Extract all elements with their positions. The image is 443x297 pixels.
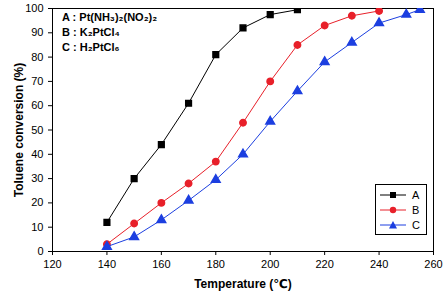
html-text:B: B (412, 203, 420, 216)
svg-text:90: 90 (31, 26, 43, 38)
html-text:C: C (412, 218, 420, 231)
svg-text:0: 0 (37, 245, 43, 257)
html-text:A: A (412, 188, 420, 201)
svg-text:70: 70 (31, 75, 43, 87)
svg-text:120: 120 (43, 258, 61, 270)
svg-text:260: 260 (424, 258, 442, 270)
html-text:C : H₂PtCl₆: C : H₂PtCl₆ (62, 41, 120, 53)
html-text:A : Pt(NH₃)₂(NO₂)₂: A : Pt(NH₃)₂(NO₂)₂ (62, 11, 158, 23)
svg-text:Toluene conversion (%): Toluene conversion (%) (12, 63, 26, 197)
svg-text:140: 140 (98, 258, 116, 270)
svg-text:60: 60 (31, 99, 43, 111)
svg-text:240: 240 (370, 258, 388, 270)
svg-text:220: 220 (315, 258, 333, 270)
html-text:B : K₂PtCl₄: B : K₂PtCl₄ (62, 26, 120, 38)
svg-text:30: 30 (31, 172, 43, 184)
svg-text:180: 180 (207, 258, 225, 270)
svg-text:20: 20 (31, 196, 43, 208)
svg-text:50: 50 (31, 124, 43, 136)
svg-text:10: 10 (31, 221, 43, 233)
svg-text:40: 40 (31, 148, 43, 160)
svg-text:200: 200 (261, 258, 279, 270)
svg-text:80: 80 (31, 51, 43, 63)
svg-text:Temperature (℃): Temperature (℃) (194, 277, 292, 291)
svg-text:160: 160 (152, 258, 170, 270)
svg-text:100: 100 (25, 2, 43, 14)
